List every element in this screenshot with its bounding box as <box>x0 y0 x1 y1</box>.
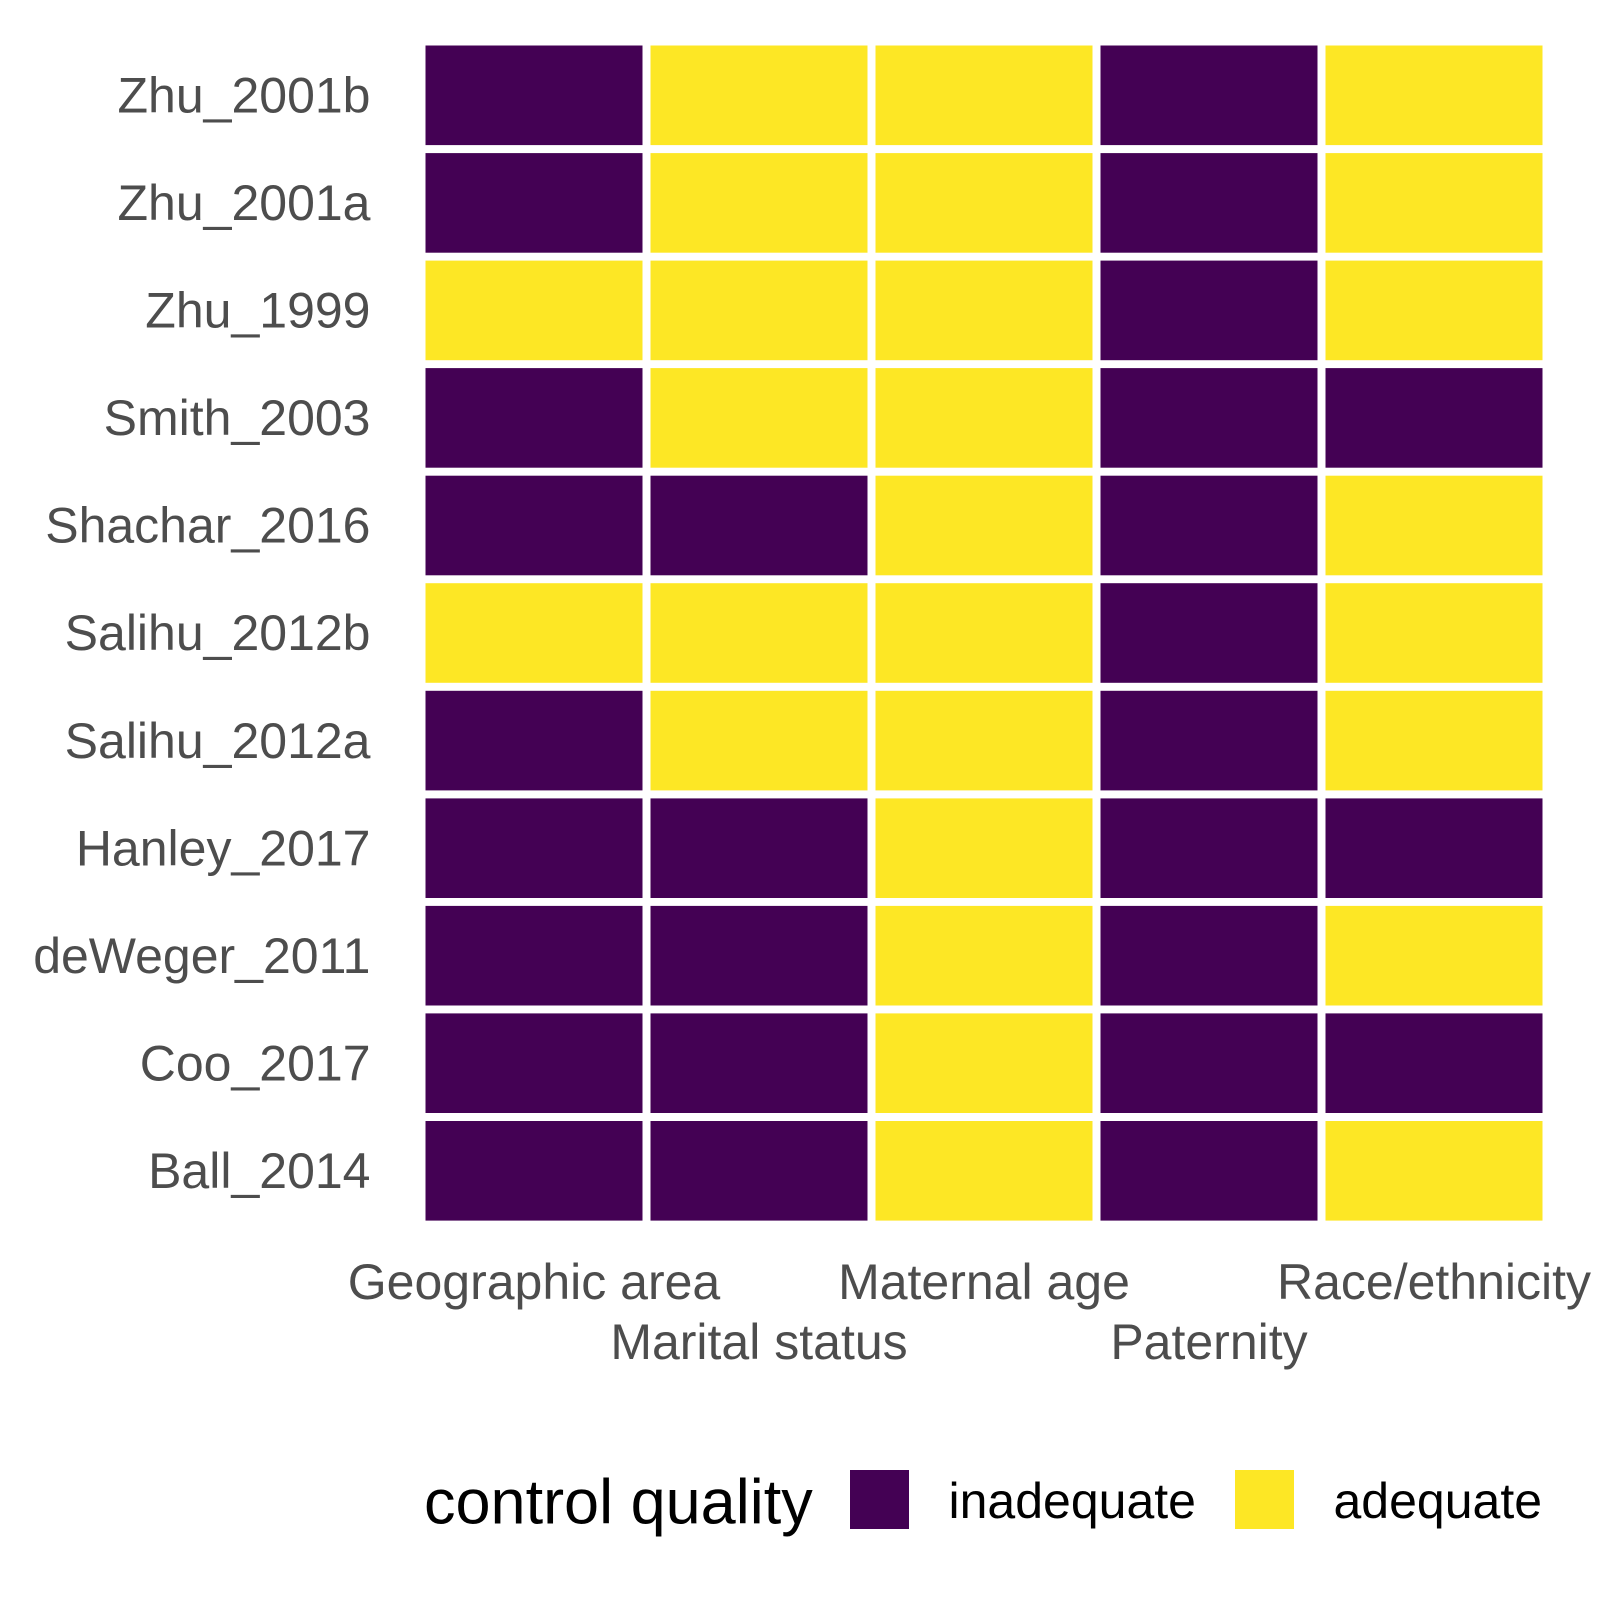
svg-text:Marital status: Marital status <box>610 1314 907 1370</box>
svg-text:inadequate: inadequate <box>949 1473 1196 1529</box>
svg-text:Race/ethnicity: Race/ethnicity <box>1277 1254 1591 1310</box>
svg-text:Hanley_2017: Hanley_2017 <box>76 820 371 876</box>
svg-text:Salihu_2012a: Salihu_2012a <box>65 713 371 769</box>
svg-text:Ball_2014: Ball_2014 <box>148 1143 370 1199</box>
svg-text:control quality: control quality <box>424 1468 813 1538</box>
svg-text:Zhu_2001a: Zhu_2001a <box>117 175 370 231</box>
svg-text:Maternal age: Maternal age <box>838 1254 1130 1310</box>
svg-text:Paternity: Paternity <box>1110 1314 1307 1370</box>
svg-text:Coo_2017: Coo_2017 <box>140 1036 371 1092</box>
svg-text:Zhu_2001b: Zhu_2001b <box>117 68 370 124</box>
svg-text:Zhu_1999: Zhu_1999 <box>145 283 370 339</box>
svg-text:adequate: adequate <box>1334 1473 1543 1529</box>
svg-text:Shachar_2016: Shachar_2016 <box>45 498 370 554</box>
svg-text:Salihu_2012b: Salihu_2012b <box>65 605 371 661</box>
svg-text:Smith_2003: Smith_2003 <box>104 390 371 446</box>
svg-text:deWeger_2011: deWeger_2011 <box>33 928 370 984</box>
svg-text:Geographic area: Geographic area <box>348 1254 721 1310</box>
